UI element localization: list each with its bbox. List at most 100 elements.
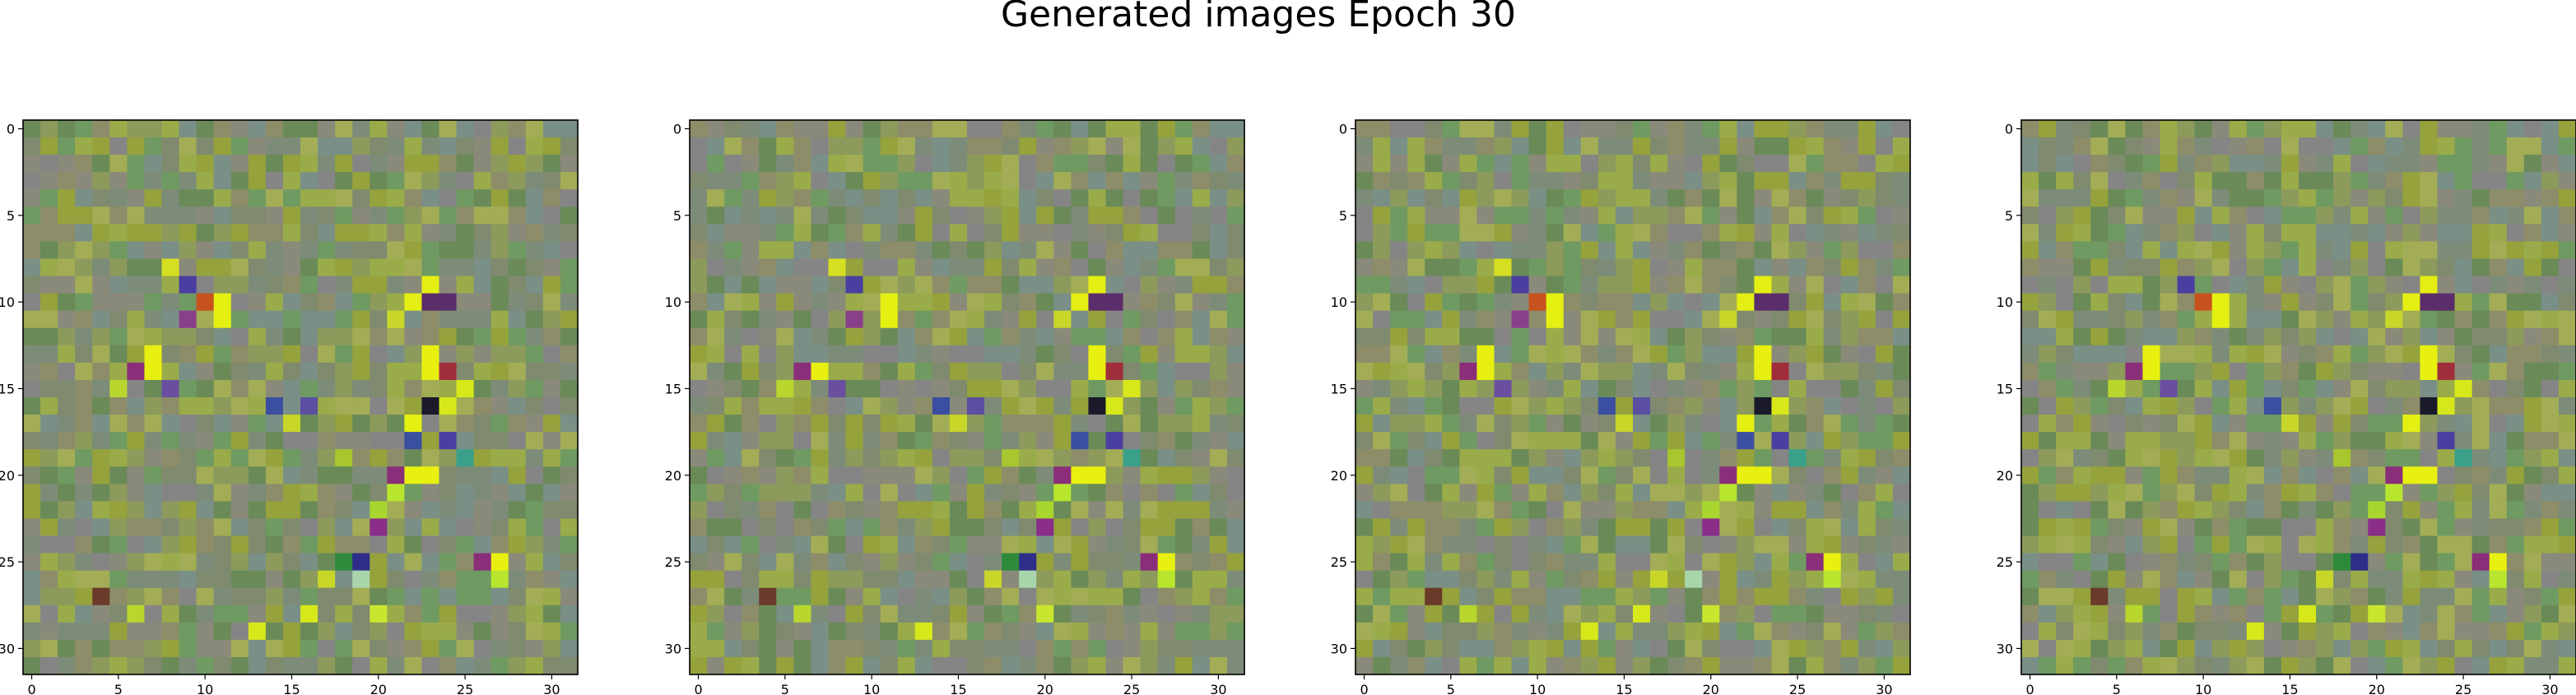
pixel-cell	[1719, 639, 1737, 658]
pixel-cell	[742, 310, 760, 329]
pixel-cell	[828, 484, 847, 502]
pixel-cell	[2194, 379, 2213, 398]
pixel-cell	[1875, 622, 1894, 641]
pixel-cell	[1580, 415, 1599, 433]
pixel-cell	[300, 120, 319, 138]
pixel-cell	[2385, 535, 2403, 554]
pixel-cell	[525, 656, 544, 675]
pixel-cell	[2368, 397, 2386, 415]
pixel-cell	[2194, 276, 2213, 294]
pixel-cell	[811, 501, 830, 520]
pixel-cell	[2108, 518, 2126, 537]
pixel-cell	[2489, 639, 2508, 658]
pixel-cell	[2246, 535, 2265, 554]
pixel-cell	[248, 327, 267, 346]
pixel-cell	[1105, 518, 1124, 537]
pixel-cell	[2558, 570, 2576, 589]
pixel-cell	[1615, 258, 1634, 277]
pixel-cell	[2350, 258, 2369, 277]
pixel-cell	[2211, 362, 2230, 381]
pixel-cell	[1226, 345, 1245, 364]
pixel-cell	[2263, 379, 2282, 398]
pixel-cell	[1875, 293, 1894, 312]
pixel-cell	[1053, 120, 1072, 138]
pixel-cell	[1858, 501, 1876, 520]
pixel-cell	[1355, 466, 1374, 484]
pixel-cell	[1719, 622, 1737, 641]
pixel-cell	[984, 518, 1002, 537]
pixel-cell	[1442, 120, 1460, 138]
pixel-cell	[2125, 345, 2144, 364]
pixel-cell	[1174, 224, 1193, 243]
pixel-cell	[2437, 241, 2456, 260]
pixel-cell	[196, 484, 215, 502]
pixel-cell	[2160, 310, 2178, 329]
pixel-cell	[1650, 484, 1668, 502]
pixel-cell	[2194, 293, 2213, 312]
pixel-cell	[58, 622, 76, 641]
pixel-cell	[2350, 518, 2369, 537]
pixel-cell	[1633, 362, 1651, 381]
pixel-cell	[690, 553, 708, 572]
pixel-cell	[1771, 587, 1790, 606]
pixel-cell	[1597, 362, 1616, 381]
pixel-cell	[2558, 137, 2576, 155]
pixel-cell	[1685, 570, 1703, 589]
pixel-cell	[1459, 639, 1478, 658]
x-tick-label: 25	[457, 682, 473, 695]
pixel-cell	[2211, 449, 2230, 467]
pixel-cell	[161, 570, 180, 589]
pixel-cell	[949, 605, 968, 623]
pixel-cell	[1615, 553, 1634, 572]
pixel-cell	[707, 605, 725, 623]
pixel-cell	[1875, 501, 1894, 520]
pixel-cell	[828, 379, 847, 398]
pixel-cell	[1633, 310, 1651, 329]
pixel-cell	[1546, 241, 1565, 260]
pixel-cell	[2402, 466, 2421, 484]
pixel-cell	[1476, 327, 1495, 346]
pixel-cell	[863, 155, 881, 173]
pixel-cell	[144, 310, 163, 329]
pixel-cell	[127, 327, 146, 346]
pixel-cell	[2437, 415, 2456, 433]
pixel-cell	[473, 327, 492, 346]
pixel-cell	[161, 518, 180, 537]
pixel-cell	[1650, 276, 1668, 294]
pixel-cell	[1157, 120, 1176, 138]
pixel-cell	[2489, 137, 2508, 155]
pixel-cell	[144, 345, 163, 364]
pixel-cell	[1019, 206, 1037, 225]
pixel-cell	[1858, 518, 1876, 537]
pixel-cell	[1719, 327, 1737, 346]
pixel-cell	[2420, 379, 2439, 398]
pixel-cell	[92, 432, 110, 450]
pixel-cell	[2073, 553, 2091, 572]
pixel-cell	[370, 224, 388, 243]
pixel-cell	[1209, 397, 1228, 415]
pixel-cell	[2489, 484, 2508, 502]
pixel-cell	[2125, 224, 2144, 243]
pixel-cell	[2333, 587, 2351, 606]
pixel-cell	[690, 397, 708, 415]
pixel-cell	[1192, 224, 1211, 243]
pixel-cell	[949, 622, 968, 641]
pixel-cell	[1528, 276, 1547, 294]
pixel-cell	[2177, 466, 2196, 484]
pixel-cell	[1719, 137, 1737, 155]
pixel-cell	[2437, 605, 2456, 623]
pixel-cell	[1840, 362, 1859, 381]
pixel-cell	[949, 570, 968, 589]
pixel-cell	[525, 432, 544, 450]
pixel-cell	[1140, 553, 1159, 572]
pixel-cell	[1442, 362, 1460, 381]
pixel-cell	[1390, 379, 1408, 398]
pixel-cell	[1719, 293, 1737, 312]
pixel-cell	[2541, 258, 2560, 277]
pixel-cell	[491, 155, 509, 173]
pixel-cell	[1407, 189, 1425, 207]
pixel-cell	[144, 155, 163, 173]
pixel-cell	[2454, 501, 2473, 520]
pixel-cell	[2056, 189, 2074, 207]
pixel-cell	[1754, 327, 1773, 346]
